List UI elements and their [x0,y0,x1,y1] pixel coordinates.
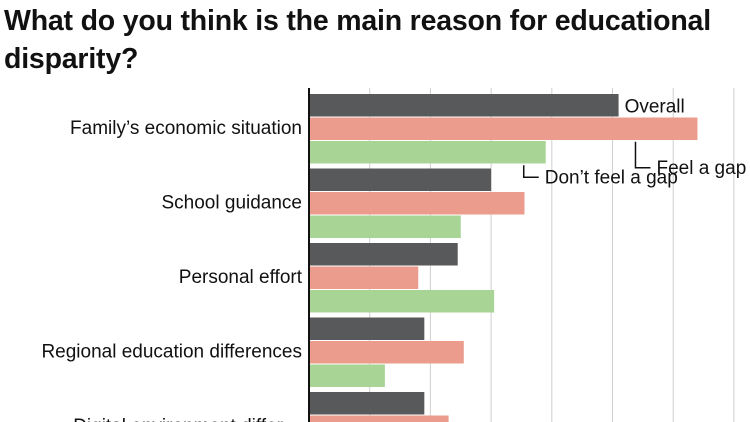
legend-label-dont-feel-a-gap: Don’t feel a gap [545,167,678,188]
category-label: School guidance [162,193,303,214]
category-label: Personal effort [179,267,303,288]
legend-leader-feel-a-gap [634,141,651,169]
bar-feel-a-gap [309,415,449,422]
category-label: Digital environment differ… [73,416,302,422]
legend-label-overall: Overall [625,96,685,117]
legend-label-feel-a-gap: Feel a gap [656,158,746,179]
bar-feel-a-gap [309,117,698,140]
bar-don-t-feel-a-gap [309,215,461,238]
bar-don-t-feel-a-gap [309,141,546,164]
bar-overall [309,94,619,117]
chart-title: What do you think is the main reason for… [4,5,711,75]
bar-overall [309,392,425,415]
category-label: Family’s economic situation [70,118,302,139]
bar-feel-a-gap [309,341,464,364]
bar-overall [309,243,458,266]
bar-overall [309,168,492,191]
bar-don-t-feel-a-gap [309,364,385,387]
legend-leader-dont-feel-a-gap [522,165,539,178]
bar-feel-a-gap [309,266,419,289]
bar-feel-a-gap [309,192,525,215]
bar-overall [309,317,425,340]
category-label: Regional education differences [41,342,302,363]
bar-don-t-feel-a-gap [309,290,495,313]
